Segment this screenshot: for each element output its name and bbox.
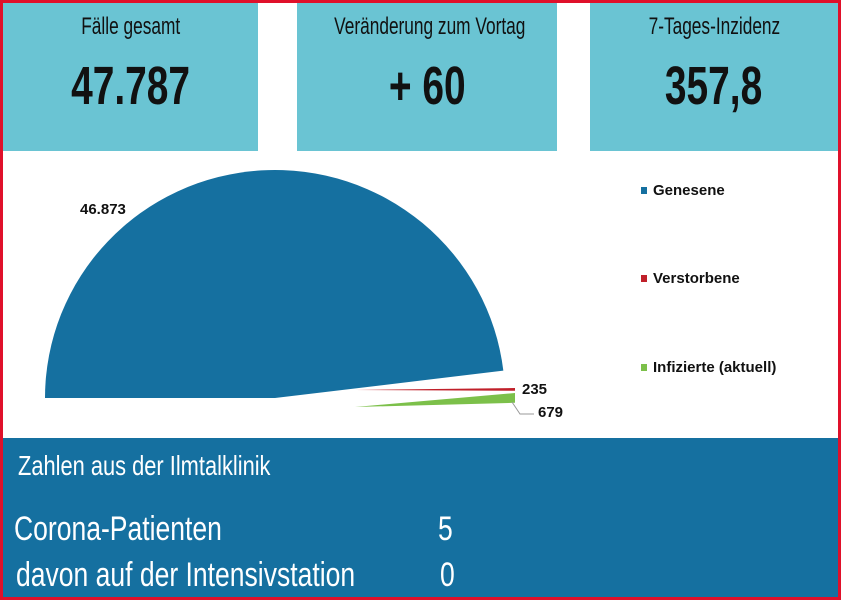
row-label: Corona-Patienten bbox=[14, 510, 222, 548]
legend-swatch bbox=[641, 275, 647, 282]
pie-slice-infizierte-aktuell bbox=[355, 393, 515, 407]
row-label: davon auf der Intensivstation bbox=[16, 556, 356, 594]
pie-slice-genesene bbox=[45, 170, 504, 398]
data-label: 235 bbox=[522, 381, 547, 398]
tile-label: Fälle gesamt bbox=[81, 13, 180, 40]
legend-label: Verstorbene bbox=[653, 270, 740, 287]
tile-value: + 60 bbox=[388, 56, 466, 116]
tile-change: Veränderung zum Vortag + 60 bbox=[297, 3, 557, 151]
tile-incidence: 7-Tages-Inzidenz 357,8 bbox=[590, 3, 838, 151]
tile-total-cases: Fälle gesamt 47.787 bbox=[3, 3, 258, 151]
data-label: 46.873 bbox=[80, 201, 126, 218]
legend-label: Genesene bbox=[653, 182, 725, 199]
row-value: 0 bbox=[440, 556, 455, 594]
klinik-title: Zahlen aus der Ilmtalklinik bbox=[18, 450, 271, 481]
row-value: 5 bbox=[438, 510, 453, 548]
pie-slice-verstorbene bbox=[355, 388, 515, 391]
legend-label: Infizierte (aktuell) bbox=[653, 359, 776, 376]
legend-swatch bbox=[641, 364, 647, 371]
tile-label: Veränderung zum Vortag bbox=[334, 13, 526, 40]
tile-label: 7-Tages-Inzidenz bbox=[648, 13, 780, 40]
pie-chart: 46.873 235 679 Genesene Verstorbene Infiziert… bbox=[45, 170, 776, 421]
data-label: 679 bbox=[538, 404, 563, 421]
tile-value: 357,8 bbox=[665, 56, 763, 116]
klinik-panel: Zahlen aus der Ilmtalklinik Corona-Patie… bbox=[0, 438, 841, 600]
leader-line bbox=[511, 401, 534, 415]
legend-swatch bbox=[641, 187, 647, 194]
tile-value: 47.787 bbox=[71, 56, 190, 116]
